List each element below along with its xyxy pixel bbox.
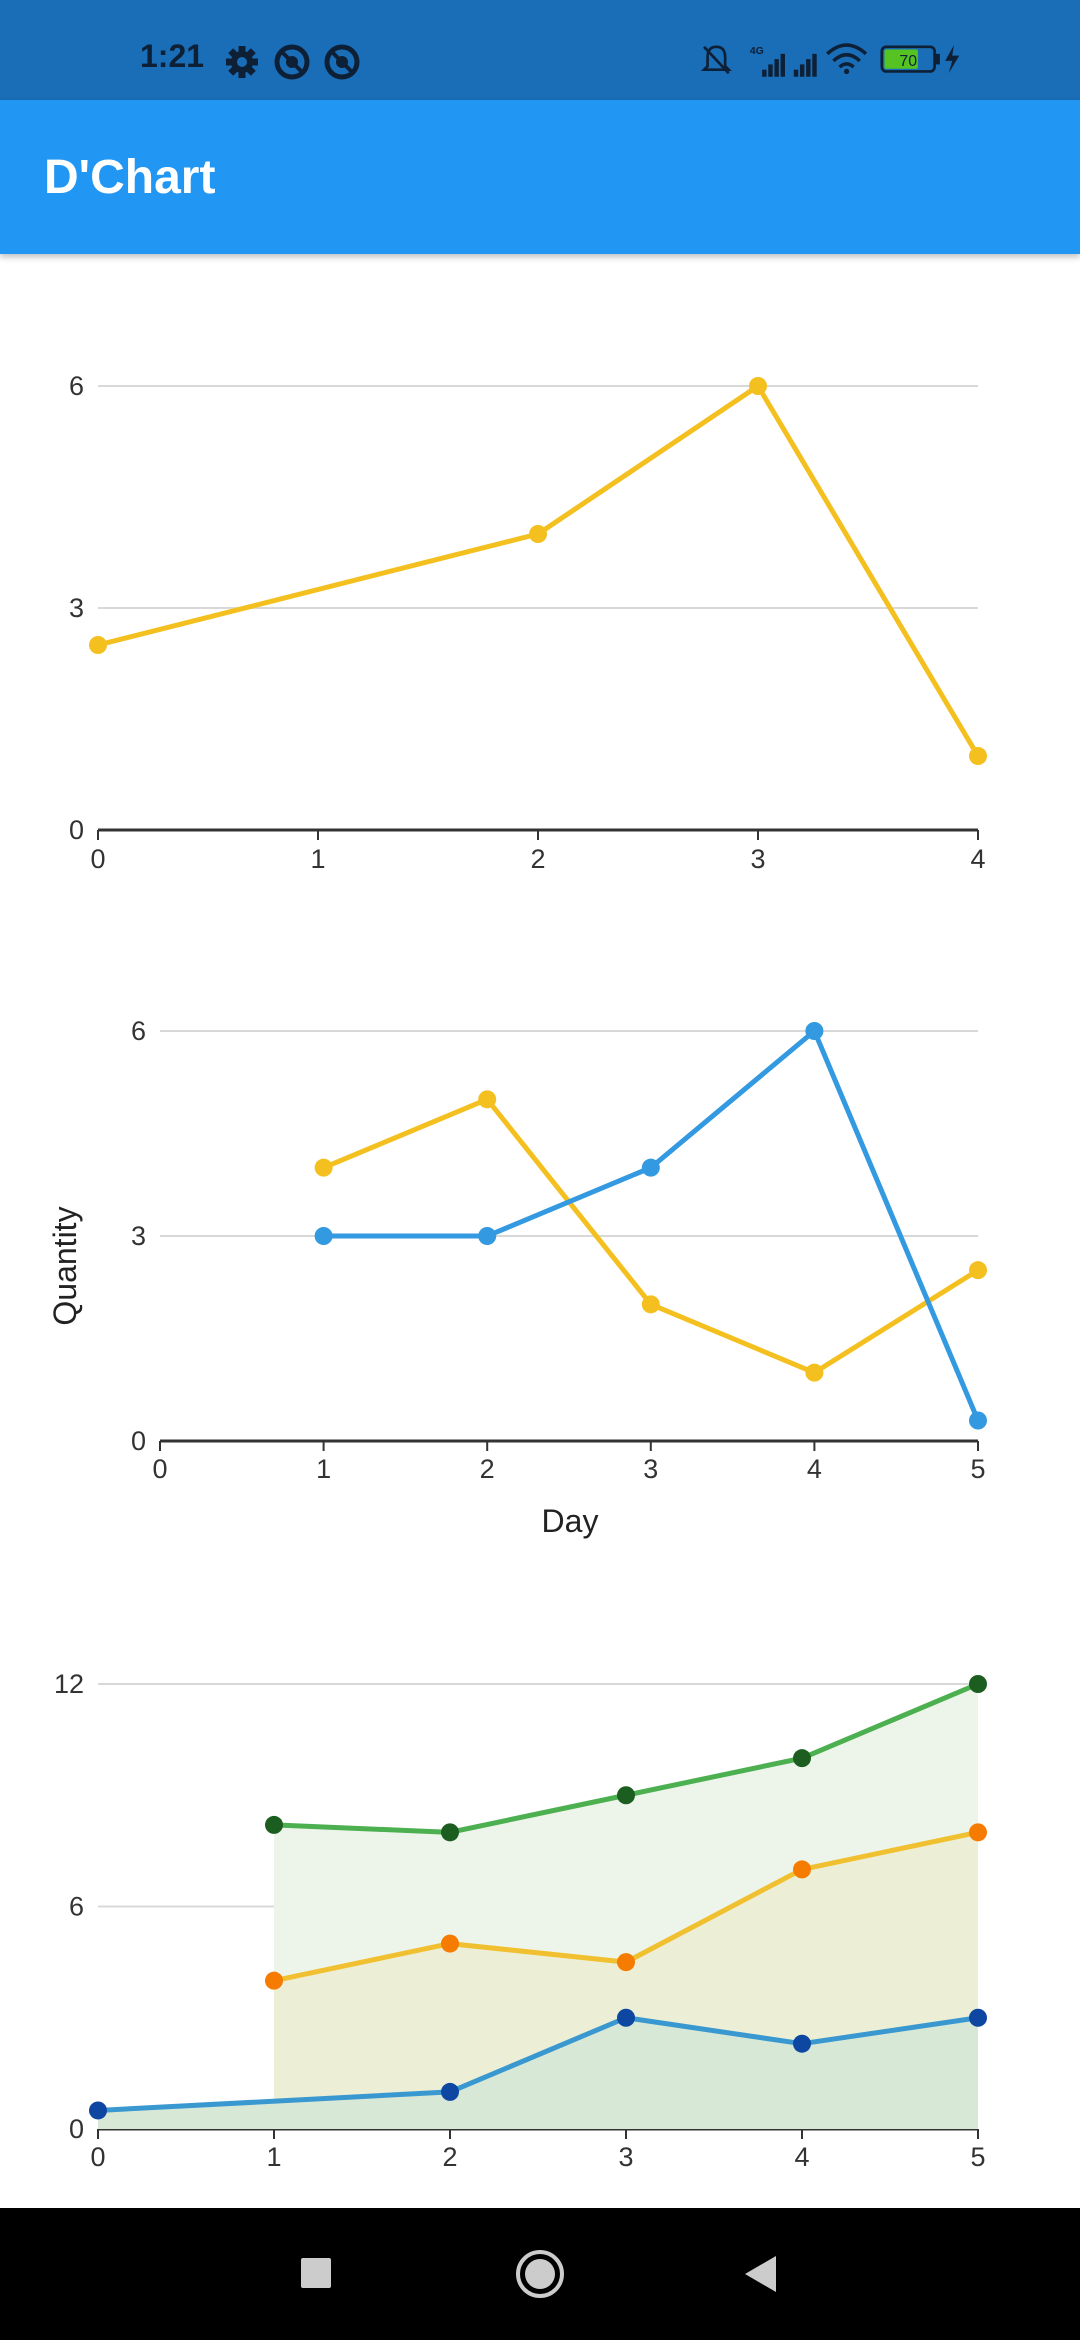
x-tick-label: 2 <box>530 844 545 874</box>
charging-icon <box>945 45 960 74</box>
data-point[interactable] <box>478 1090 497 1109</box>
x-tick-label: 0 <box>90 844 105 874</box>
y-tick-label: 0 <box>69 2114 84 2144</box>
wifi-icon <box>826 43 868 75</box>
status-time: 1:21 <box>140 38 205 74</box>
x-tick-label: 1 <box>266 2142 281 2172</box>
data-point[interactable] <box>749 377 767 395</box>
svg-text:4G: 4G <box>750 45 764 57</box>
data-point[interactable] <box>805 1022 824 1040</box>
signal-icon <box>793 53 817 77</box>
navigation-bar <box>0 2208 1080 2340</box>
data-point[interactable] <box>89 636 107 654</box>
data-point[interactable] <box>529 525 547 543</box>
y-tick-label: 12 <box>54 1669 84 1699</box>
data-point[interactable] <box>441 1934 459 1953</box>
data-point[interactable] <box>617 1953 635 1972</box>
x-tick-label: 3 <box>750 844 765 874</box>
y-tick-label: 0 <box>131 1426 146 1456</box>
line-chart-1: 0 3 6 0 1 2 3 4 <box>69 371 987 874</box>
y-axis-title: Quantity <box>47 1206 83 1325</box>
data-point[interactable] <box>793 1860 811 1879</box>
x-tick-label: 5 <box>970 2142 985 2172</box>
x-tick-label: 3 <box>618 2142 633 2172</box>
line-chart-2: 0 3 6 0 1 2 3 4 5 Day Quantity <box>47 1016 987 1539</box>
battery-icon: 70 <box>880 45 940 73</box>
back-triangle-icon <box>745 2256 776 2292</box>
x-tick-label: 0 <box>152 1454 167 1484</box>
y-tick-label: 6 <box>69 371 84 401</box>
data-point[interactable] <box>641 1158 660 1177</box>
y-tick-label: 6 <box>69 1892 84 1922</box>
y-tick-label: 6 <box>131 1016 146 1046</box>
data-point[interactable] <box>314 1227 333 1245</box>
x-tick-label: 0 <box>90 2142 105 2172</box>
status-bar: 1:21 <box>0 0 1080 100</box>
x-tick-label: 5 <box>970 1454 985 1484</box>
recent-apps-button[interactable] <box>286 2243 348 2305</box>
series-line <box>323 1028 981 1422</box>
data-point[interactable] <box>265 1971 283 1990</box>
back-button[interactable] <box>730 2243 792 2305</box>
signal-4g-icon: 4G <box>750 45 785 77</box>
data-point[interactable] <box>441 1823 459 1842</box>
do-not-disturb-icon <box>274 44 310 80</box>
app-title: D'Chart <box>44 151 216 204</box>
x-tick-label: 4 <box>794 2142 809 2172</box>
data-point[interactable] <box>641 1295 660 1314</box>
data-point[interactable] <box>969 1675 987 1693</box>
data-point[interactable] <box>617 2008 635 2027</box>
data-point[interactable] <box>805 1363 824 1382</box>
data-point[interactable] <box>969 2008 987 2027</box>
do-not-disturb-icon <box>324 44 360 80</box>
data-point[interactable] <box>969 1823 987 1842</box>
data-point[interactable] <box>969 1261 987 1280</box>
x-tick-label: 4 <box>970 844 985 874</box>
circle-icon <box>516 2250 564 2298</box>
x-tick-label: 2 <box>442 2142 457 2172</box>
status-right-icons: 4G 70 <box>700 43 960 77</box>
x-tick-label: 1 <box>316 1454 331 1484</box>
svg-text:70: 70 <box>899 53 917 70</box>
data-point[interactable] <box>478 1227 497 1245</box>
square-icon <box>301 2258 331 2288</box>
data-point[interactable] <box>441 2082 459 2101</box>
app-bar: D'Chart <box>0 100 1080 254</box>
data-point[interactable] <box>793 2034 811 2053</box>
y-tick-label: 0 <box>69 815 84 845</box>
status-left-icons <box>226 44 360 80</box>
data-point[interactable] <box>969 1411 987 1430</box>
x-tick-label: 4 <box>807 1454 822 1484</box>
y-tick-label: 3 <box>69 593 84 623</box>
series-line <box>97 383 981 758</box>
x-tick-label: 2 <box>480 1454 495 1484</box>
home-button[interactable] <box>512 2246 568 2302</box>
data-point[interactable] <box>265 1815 283 1834</box>
data-point[interactable] <box>969 747 987 765</box>
y-tick-label: 3 <box>131 1221 146 1251</box>
x-tick-label: 3 <box>643 1454 658 1484</box>
data-point[interactable] <box>793 1749 811 1768</box>
data-point[interactable] <box>617 1786 635 1805</box>
x-axis-title: Day <box>542 1503 599 1539</box>
data-point[interactable] <box>314 1158 333 1177</box>
data-point[interactable] <box>89 2101 107 2120</box>
gear-icon <box>226 46 258 78</box>
bell-off-icon <box>700 45 732 75</box>
x-tick-label: 1 <box>310 844 325 874</box>
